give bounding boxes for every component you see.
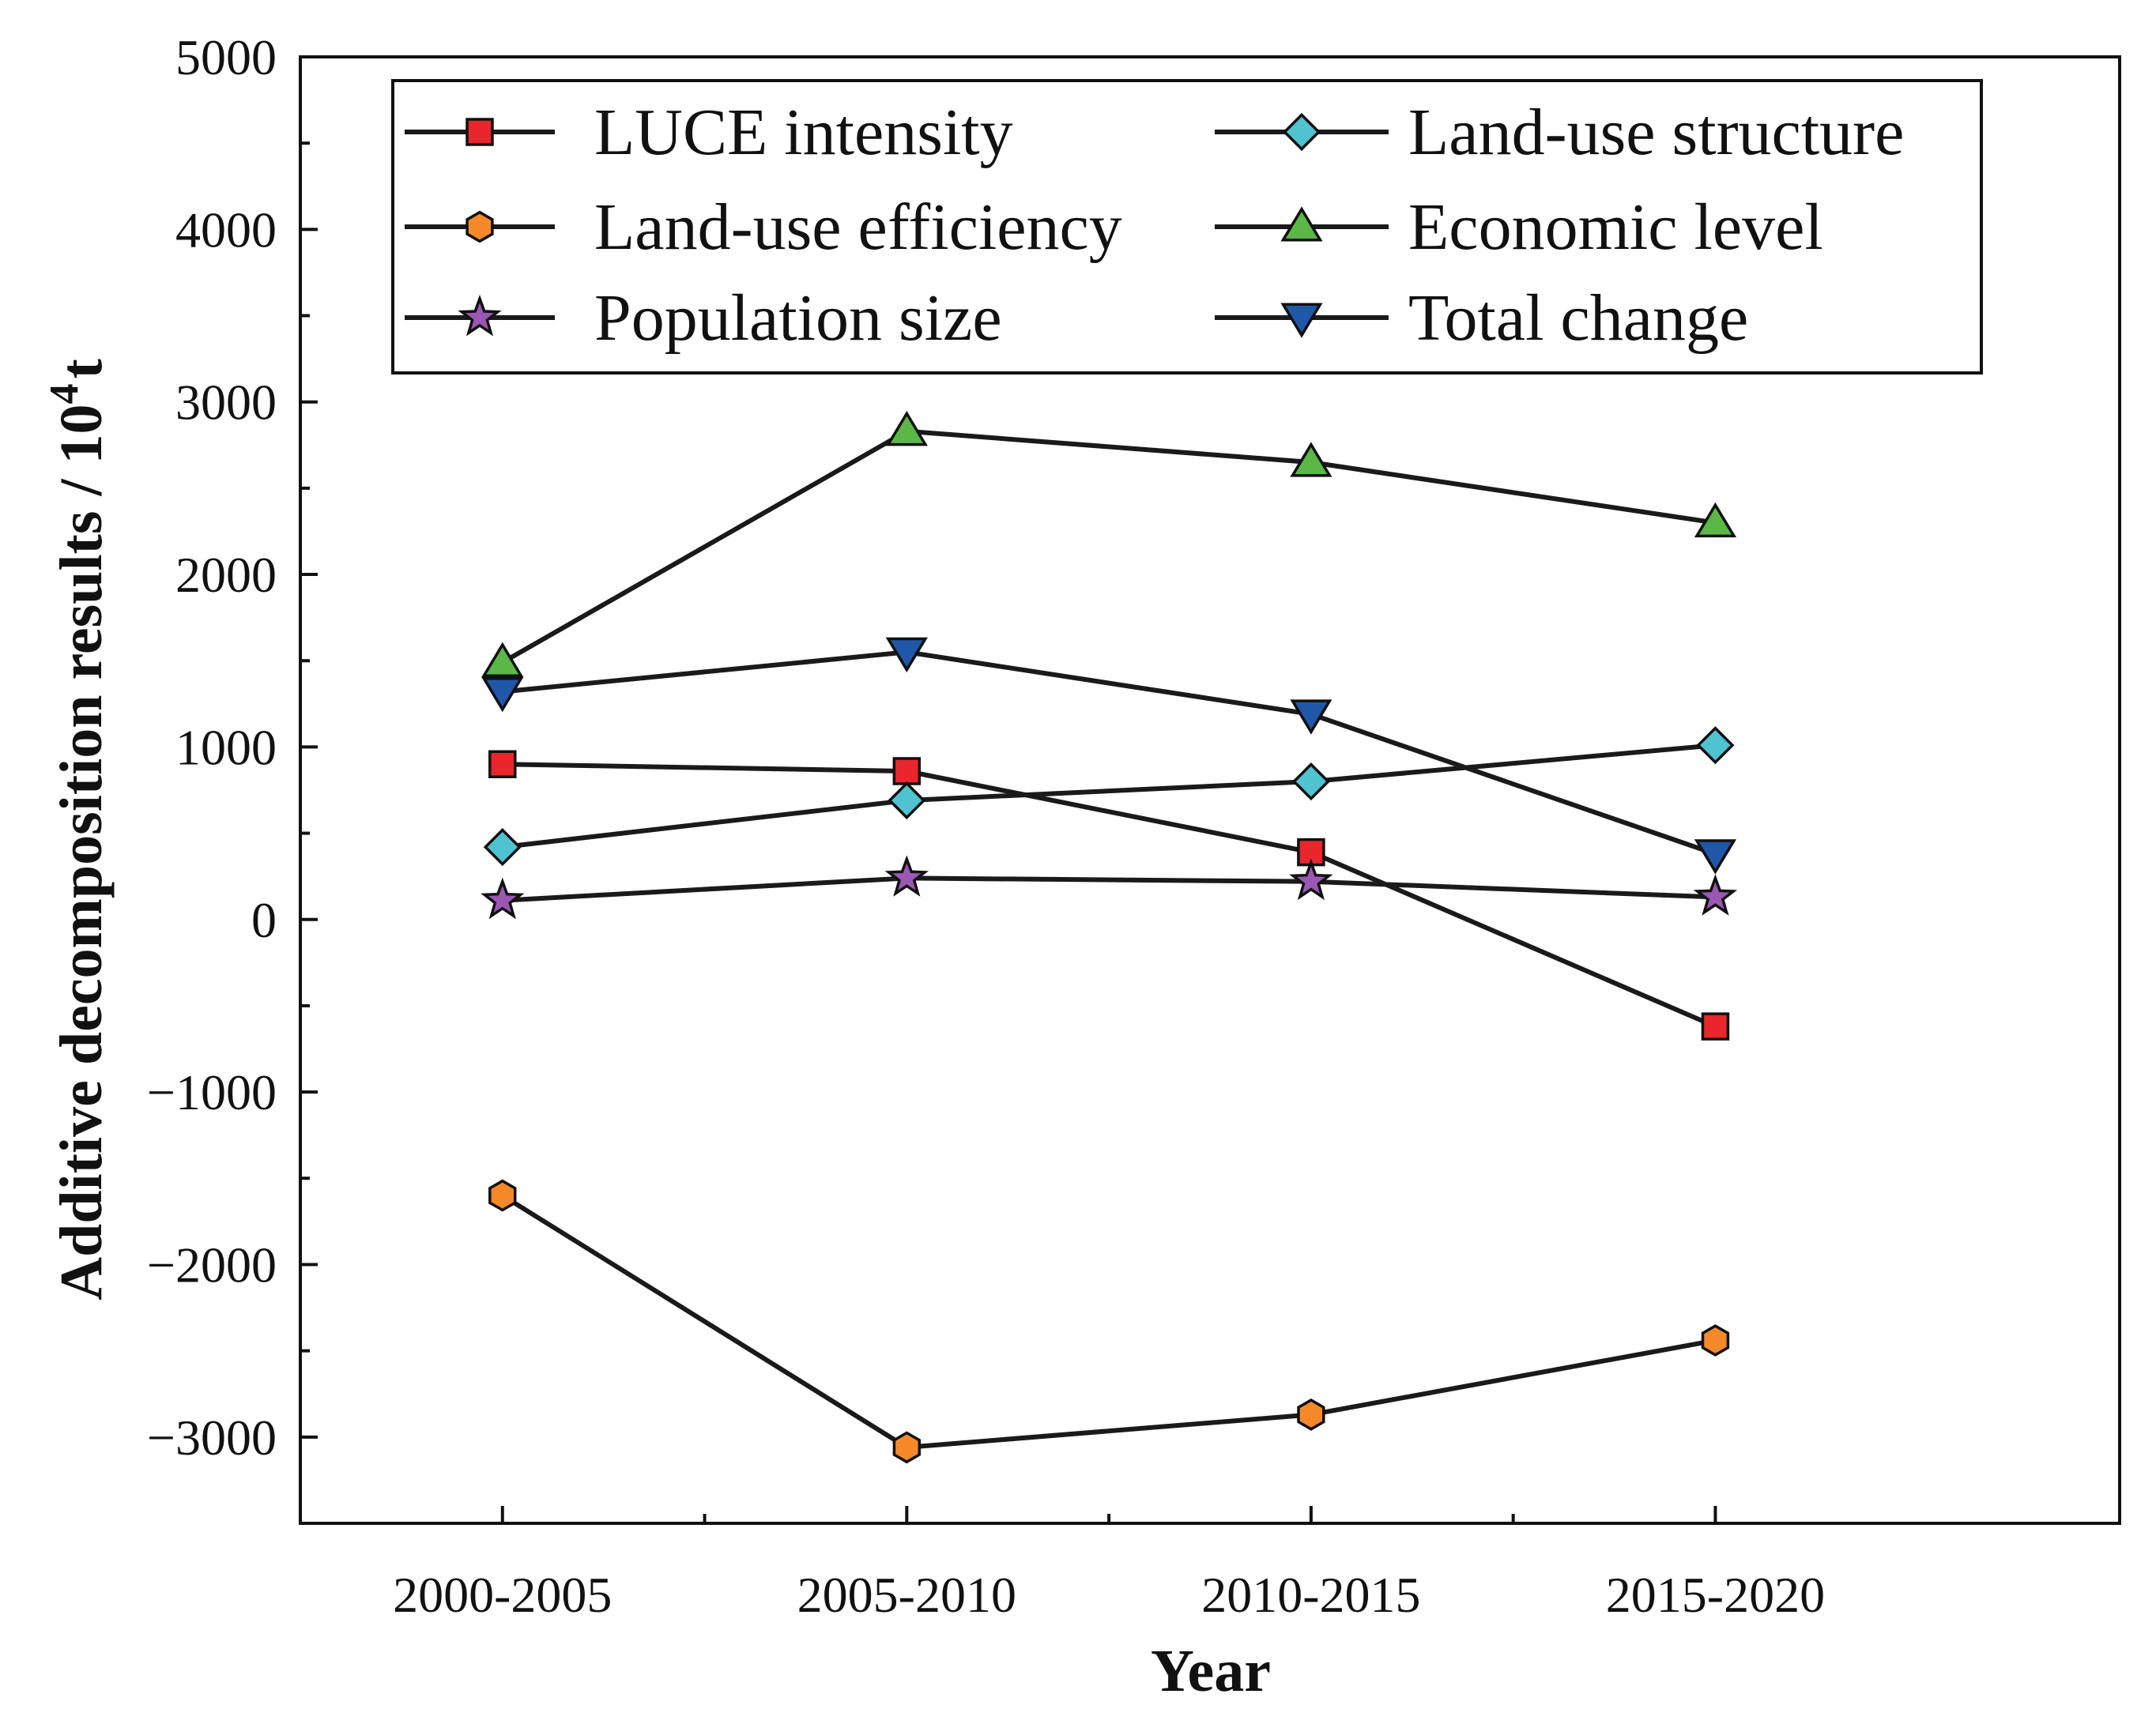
- x-tick-label: 2010-2015: [1201, 1567, 1420, 1623]
- legend-label: Economic level: [1408, 190, 1823, 264]
- data-point: [892, 757, 922, 785]
- x-tick-label: 2005-2010: [797, 1567, 1016, 1623]
- legend-entry: Land-use efficiency: [405, 190, 1122, 264]
- data-point: [458, 294, 502, 337]
- series-population-size: [481, 855, 1738, 920]
- series-land-use-structure: [483, 726, 1735, 867]
- y-tick-label: 5000: [175, 29, 277, 85]
- data-point: [1694, 839, 1737, 875]
- data-point: [1280, 303, 1323, 338]
- data-point: [888, 781, 926, 820]
- data-point: [1290, 442, 1332, 477]
- y-tick-label: −2000: [147, 1237, 277, 1293]
- data-point: [466, 210, 494, 243]
- legend-entry: Land-use structure: [1215, 96, 1904, 169]
- y-axis-title-main: Additive decomposition results / 10: [48, 404, 115, 1300]
- series-line: [502, 743, 1716, 850]
- data-point: [1693, 874, 1738, 916]
- legend-entry: Total change: [1215, 281, 1748, 355]
- plot-frame: [299, 55, 2121, 1525]
- series-line: [502, 875, 1716, 903]
- y-tick-label: 3000: [175, 375, 277, 431]
- data-point: [1291, 762, 1330, 801]
- series-line: [502, 649, 1717, 856]
- data-point: [892, 1431, 922, 1464]
- data-point: [488, 1179, 517, 1212]
- x-axis-title: Year: [1151, 1638, 1271, 1704]
- y-tick-label: −1000: [147, 1064, 277, 1120]
- data-point: [884, 855, 929, 897]
- legend-label: Population size: [594, 281, 1002, 355]
- series-line: [502, 762, 1717, 1029]
- y-tick-label: 4000: [175, 201, 277, 258]
- y-tick-label: −3000: [147, 1410, 277, 1466]
- data-point: [1701, 1324, 1730, 1357]
- legend-label: Land-use structure: [1408, 96, 1904, 169]
- legend: LUCE intensity Land-use structure Land-use…: [391, 79, 1983, 375]
- series-land-use-efficiency: [488, 1179, 1730, 1464]
- data-point: [1280, 206, 1323, 242]
- series-line: [501, 428, 1716, 665]
- data-point: [488, 750, 517, 778]
- legend-frame: [391, 79, 1983, 375]
- x-tick-label: 2015-2020: [1606, 1567, 1825, 1623]
- legend-label: Land-use efficiency: [594, 190, 1122, 264]
- legend-label: LUCE intensity: [594, 96, 1013, 169]
- series-group: [481, 411, 1738, 1464]
- y-tick-label: 1000: [175, 719, 277, 775]
- y-axis-title-superscript: 4: [42, 383, 87, 404]
- data-point: [466, 118, 494, 146]
- data-point: [1696, 726, 1735, 765]
- data-point: [1701, 1012, 1730, 1041]
- data-point: [1290, 699, 1332, 735]
- data-point: [481, 642, 524, 677]
- data-point: [1289, 858, 1333, 901]
- series-total-change: [481, 637, 1737, 875]
- axes: −3000 −2000 −1000 0 1000 2000 3000 4000 5000 2000…: [147, 29, 1825, 1623]
- plot-area: [299, 55, 2121, 1525]
- data-point: [481, 877, 525, 920]
- data-point: [1694, 502, 1737, 538]
- data-point: [481, 676, 524, 713]
- y-tick-label: 2000: [175, 547, 277, 603]
- y-axis-title-unit: t: [48, 359, 115, 378]
- y-axis-title: Additive decomposition results / 104 t: [42, 359, 115, 1301]
- data-point: [885, 637, 928, 673]
- legend-entry: Population size: [405, 281, 1002, 355]
- data-point: [483, 828, 522, 867]
- x-tick-label: 2000-2005: [393, 1567, 612, 1623]
- series-line: [501, 1193, 1716, 1450]
- legend-entry: LUCE intensity: [405, 96, 1013, 169]
- data-point: [1297, 1398, 1325, 1431]
- series-economic-level: [481, 411, 1737, 677]
- legend-label: Total change: [1408, 281, 1748, 355]
- data-point: [1282, 112, 1321, 152]
- y-tick-label: 0: [251, 892, 277, 948]
- data-point: [885, 411, 928, 446]
- legend-entry: Economic level: [1215, 190, 1823, 264]
